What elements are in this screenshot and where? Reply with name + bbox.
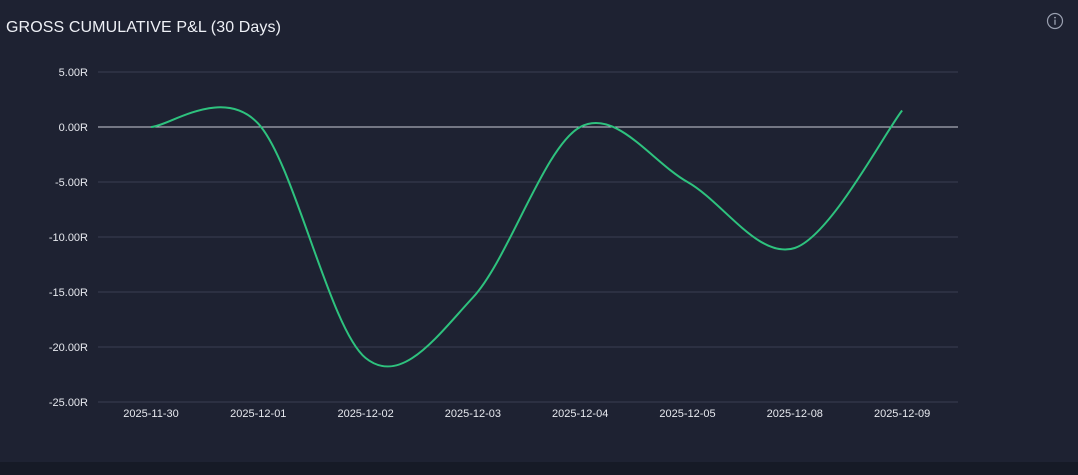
y-tick-label: 5.00R [59, 67, 88, 79]
y-tick-label: -10.00R [49, 232, 88, 244]
x-tick-label: 2025-12-02 [337, 408, 393, 420]
y-tick-label: -15.00R [49, 287, 88, 299]
bottom-strip [0, 462, 1078, 475]
x-axis-ticks: 2025-11-30 2025-12-01 2025-12-02 2025-12-03… [123, 408, 930, 420]
x-tick-label: 2025-12-09 [874, 408, 930, 420]
x-tick-label: 2025-11-30 [123, 408, 178, 420]
y-axis-ticks: 5.00R 0.00R -5.00R -10.00R -15.00R -20.00R -25… [49, 67, 88, 409]
x-tick-label: 2025-12-01 [230, 408, 286, 420]
y-tick-label: -20.00R [49, 342, 88, 354]
series-lines [150, 106, 903, 368]
series-line [150, 106, 903, 368]
grid-lines [98, 71, 958, 403]
chart-title: GROSS CUMULATIVE P&L (30 Days) [6, 19, 282, 36]
y-tick-label: 0.00R [59, 122, 88, 134]
x-tick-label: 2025-12-08 [767, 408, 823, 420]
info-icon[interactable] [1046, 12, 1064, 30]
x-tick-label: 2025-12-03 [445, 408, 501, 420]
y-tick-label: -5.00R [55, 177, 88, 189]
x-tick-label: 2025-12-05 [659, 408, 715, 420]
y-tick-label: -25.00R [49, 397, 88, 409]
x-tick-label: 2025-12-04 [552, 408, 608, 420]
